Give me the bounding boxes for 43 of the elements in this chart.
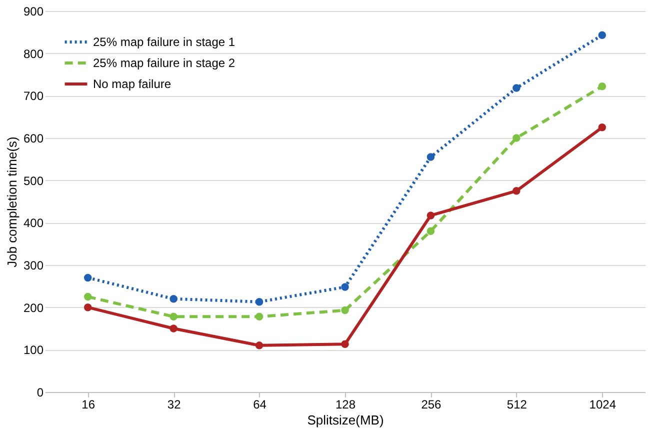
point bbox=[598, 31, 606, 39]
point bbox=[170, 295, 178, 303]
legend-label: 25% map failure in stage 2 bbox=[93, 56, 236, 70]
x-tick-label: 64 bbox=[253, 398, 267, 412]
y-tick-label: 700 bbox=[23, 89, 44, 104]
point bbox=[512, 84, 520, 92]
point bbox=[255, 312, 264, 321]
x-tick-label: 128 bbox=[335, 398, 356, 412]
x-tick-label: 16 bbox=[82, 398, 96, 412]
point bbox=[341, 306, 349, 314]
point bbox=[512, 187, 520, 195]
point bbox=[84, 274, 92, 282]
y-tick-label: 800 bbox=[23, 46, 44, 61]
point bbox=[84, 292, 92, 301]
point bbox=[170, 324, 178, 332]
point bbox=[84, 303, 92, 312]
point bbox=[341, 283, 349, 291]
point bbox=[426, 153, 435, 161]
point bbox=[255, 342, 264, 350]
point bbox=[426, 227, 435, 235]
point bbox=[598, 82, 606, 90]
y-tick-label: 600 bbox=[23, 132, 44, 146]
point bbox=[341, 340, 349, 348]
y-tick-label: 100 bbox=[23, 343, 44, 358]
x-tick-label: 256 bbox=[421, 398, 442, 412]
y-tick-label: 900 bbox=[23, 4, 44, 18]
legend-label: 25% map failure in stage 1 bbox=[93, 35, 236, 49]
y-axis-title: Job completion time(s) bbox=[4, 136, 20, 268]
x-tick-label: 1024 bbox=[589, 398, 616, 412]
y-tick-label: 200 bbox=[23, 300, 44, 315]
x-tick-label: 512 bbox=[506, 398, 528, 412]
point bbox=[255, 298, 264, 306]
y-tick-label: 500 bbox=[23, 174, 44, 188]
point bbox=[426, 212, 435, 220]
point bbox=[598, 124, 606, 132]
y-tick-label: 0 bbox=[36, 386, 44, 400]
point bbox=[512, 134, 520, 142]
point bbox=[170, 312, 178, 321]
x-axis-title: Splitsize(MB) bbox=[307, 412, 384, 428]
y-tick-label: 300 bbox=[23, 258, 44, 272]
y-tick-label: 400 bbox=[23, 216, 44, 230]
x-tick-label: 32 bbox=[167, 398, 182, 412]
legend-label: No map failure bbox=[93, 77, 172, 91]
